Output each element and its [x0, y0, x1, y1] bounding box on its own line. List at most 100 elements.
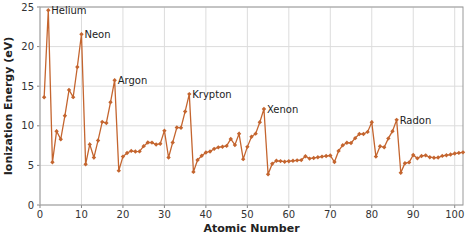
marker: [88, 142, 92, 146]
marker: [349, 141, 353, 145]
marker: [407, 160, 411, 164]
marker: [112, 78, 116, 82]
tick-label: 40: [200, 209, 213, 220]
line: [44, 10, 463, 174]
marker: [67, 88, 71, 92]
marker: [415, 156, 419, 160]
marker: [129, 149, 133, 153]
marker: [436, 155, 440, 159]
marker: [171, 140, 175, 144]
marker: [220, 145, 224, 149]
marker: [150, 140, 154, 144]
marker: [121, 154, 125, 158]
marker: [63, 114, 67, 118]
marker: [216, 145, 220, 149]
annotation: Krypton: [192, 89, 231, 100]
marker: [42, 95, 46, 99]
marker: [299, 158, 303, 162]
marker: [361, 132, 365, 136]
tick-label: 5: [28, 160, 34, 171]
marker: [394, 118, 398, 122]
plot-area: [40, 7, 463, 205]
marker: [353, 136, 357, 140]
tick-label: 60: [282, 209, 295, 220]
grid-line: [40, 46, 463, 47]
marker: [382, 145, 386, 149]
tick-label: 0: [28, 200, 34, 211]
marker: [432, 156, 436, 160]
marker: [274, 159, 278, 163]
marker: [370, 120, 374, 124]
grid-line: [454, 7, 455, 205]
annotation: Argon: [118, 75, 148, 86]
tick-label: 70: [324, 209, 337, 220]
marker: [133, 149, 137, 153]
marker: [233, 143, 237, 147]
marker: [287, 159, 291, 163]
marker: [303, 154, 307, 158]
marker: [312, 156, 316, 160]
marker: [191, 170, 195, 174]
marker: [241, 157, 245, 161]
marker: [428, 155, 432, 159]
marker: [162, 128, 166, 132]
tick-label: 30: [158, 209, 171, 220]
marker: [212, 147, 216, 151]
grid-line: [330, 7, 331, 205]
marker: [204, 150, 208, 154]
grid-line: [371, 7, 372, 205]
marker: [92, 155, 96, 159]
marker: [374, 154, 378, 158]
marker: [291, 159, 295, 163]
marker: [187, 92, 191, 96]
tick-label: 80: [365, 209, 378, 220]
marker: [440, 154, 444, 158]
marker: [237, 132, 241, 136]
marker: [378, 144, 382, 148]
marker: [332, 160, 336, 164]
marker: [403, 161, 407, 165]
marker: [448, 152, 452, 156]
annotation: Neon: [84, 29, 110, 40]
marker: [390, 129, 394, 133]
annotation: Radon: [400, 115, 432, 126]
marker: [117, 168, 121, 172]
marker: [423, 153, 427, 157]
grid-line: [247, 7, 248, 205]
marker: [253, 131, 257, 135]
marker: [266, 172, 270, 176]
annotation: Xenon: [267, 104, 298, 115]
marker: [262, 107, 266, 111]
tick-label: 10: [75, 209, 88, 220]
marker: [96, 138, 100, 142]
marker: [137, 149, 141, 153]
grid-line: [413, 7, 414, 205]
marker: [270, 162, 274, 166]
marker: [258, 120, 262, 124]
marker: [100, 120, 104, 124]
marker: [453, 151, 457, 155]
marker: [71, 95, 75, 99]
marker: [324, 154, 328, 158]
marker: [141, 144, 145, 148]
marker: [245, 145, 249, 149]
marker: [399, 171, 403, 175]
tick-label: 50: [241, 209, 254, 220]
marker: [75, 65, 79, 69]
marker: [200, 154, 204, 158]
marker: [419, 154, 423, 158]
marker: [461, 150, 465, 154]
marker: [154, 142, 158, 146]
marker: [316, 155, 320, 159]
marker: [104, 121, 108, 125]
tick-label: 0: [37, 209, 43, 220]
marker: [336, 149, 340, 153]
grid-line: [122, 7, 123, 205]
marker: [183, 109, 187, 113]
chart: 05101520250102030405060708090100HeliumNe…: [0, 0, 474, 237]
marker: [229, 137, 233, 141]
marker: [282, 159, 286, 163]
marker: [365, 130, 369, 134]
marker: [295, 158, 299, 162]
marker: [146, 140, 150, 144]
